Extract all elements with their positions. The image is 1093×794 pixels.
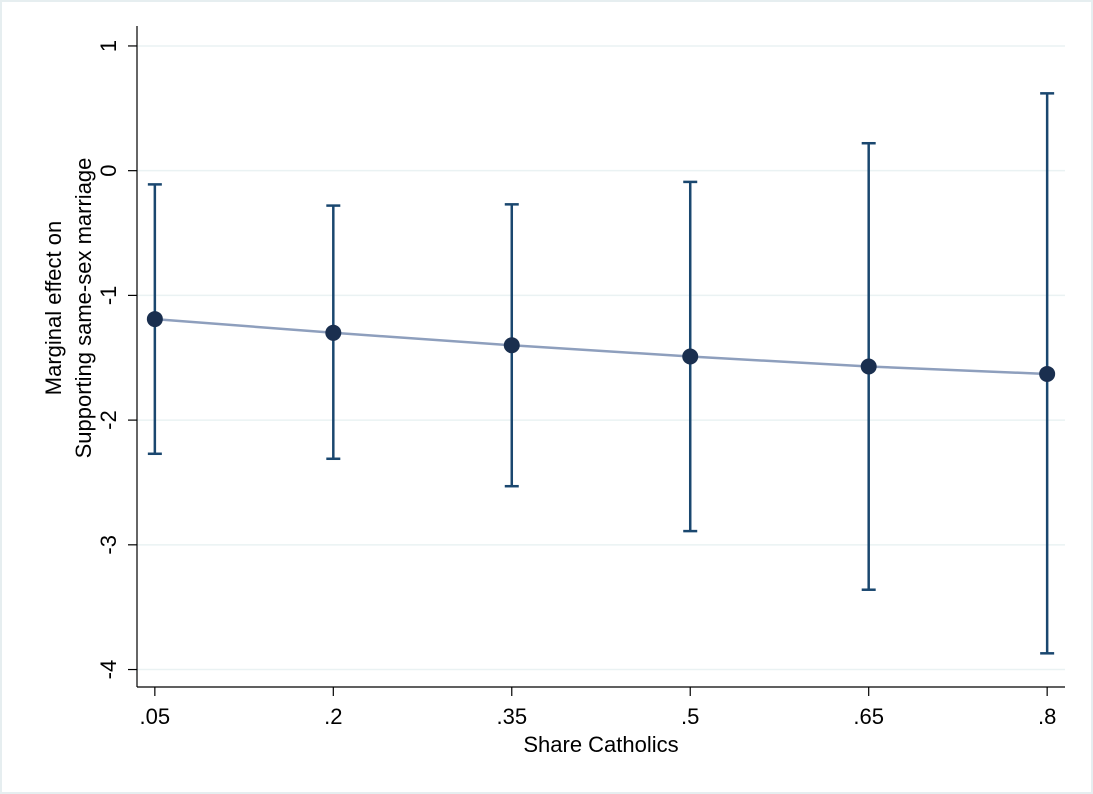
x-tick-label: .35	[496, 704, 527, 729]
point	[503, 337, 520, 354]
x-tick-label: .8	[1038, 704, 1056, 729]
y-tick-label: -2	[96, 410, 121, 430]
x-tick-label: .5	[681, 704, 699, 729]
y-tick-label: -3	[96, 535, 121, 555]
x-tick-label: .2	[324, 704, 342, 729]
y-tick-label: -1	[96, 286, 121, 306]
x-tick-label: .65	[853, 704, 884, 729]
y-axis-title: Supporting same-sex marriage	[71, 158, 96, 459]
x-axis-title: Share Catholics	[523, 732, 678, 757]
y-tick-label: -4	[96, 660, 121, 680]
point	[1039, 365, 1056, 382]
point	[860, 358, 877, 375]
effect-line	[154, 317, 1048, 376]
y-axis-title: Marginal effect on	[41, 221, 66, 395]
point	[682, 348, 699, 365]
point	[146, 311, 163, 328]
y-tick-label: 1	[96, 40, 121, 52]
y-tick-label: 0	[96, 165, 121, 177]
point	[325, 324, 342, 341]
x-tick-label: .05	[140, 704, 171, 729]
